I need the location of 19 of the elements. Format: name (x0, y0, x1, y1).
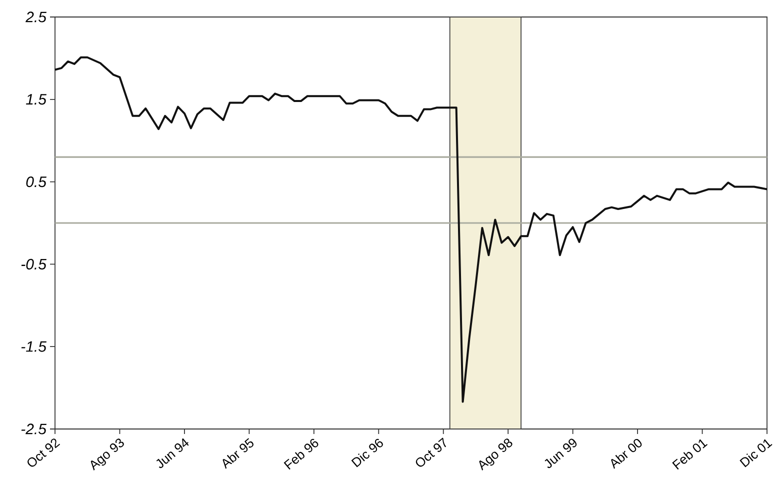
x-tick-label: Dic 96 (351, 438, 383, 468)
x-tick-label: Jun 99 (544, 438, 577, 468)
y-tick-label: 0.5 (26, 176, 46, 188)
x-tick-label: Ago 98 (479, 438, 512, 471)
y-tick-label: -2.5 (21, 424, 46, 434)
x-tick-label: Oct 92 (28, 438, 60, 467)
y-tick-label: -1.5 (21, 341, 46, 352)
x-tick-label: Dic 01 (740, 439, 772, 468)
y-tick-label: 2.5 (26, 12, 46, 22)
x-tick-label: Abr 95 (222, 438, 254, 469)
y-tick-label: 1.5 (26, 94, 46, 105)
x-tick-label: Oct 97 (416, 438, 446, 467)
x-tick-label: Ago 93 (90, 438, 124, 471)
y-tick-label: -0.5 (21, 258, 46, 270)
x-tick-label: Abr 00 (611, 438, 642, 469)
x-tick-label: Jun 94 (156, 438, 189, 468)
x-tick-label: Feb 96 (284, 438, 318, 470)
line-series (54, 56, 768, 403)
x-tick-label: Feb 01 (672, 439, 708, 470)
